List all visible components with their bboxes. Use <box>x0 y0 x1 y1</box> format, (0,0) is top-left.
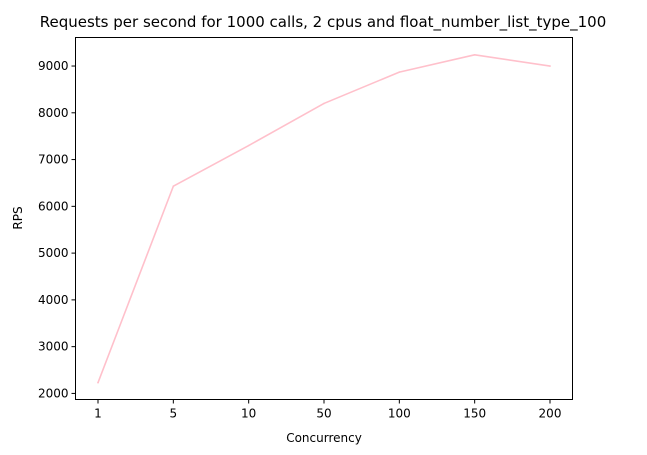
x-tick-label: 200 <box>539 407 562 421</box>
y-axis-label: RPS <box>11 206 25 229</box>
data-point <box>323 102 325 105</box>
x-tick-label: 150 <box>463 407 486 421</box>
data-point <box>97 381 99 384</box>
data-point <box>398 71 401 73</box>
y-tick-label: 2000 <box>38 386 69 400</box>
x-tick-label: 50 <box>316 407 331 421</box>
series-layer <box>97 54 551 384</box>
x-tick-label: 5 <box>170 407 178 421</box>
x-axis-label: Concurrency <box>286 431 362 445</box>
y-axis: 2000 3000 4000 5000 6000 7000 8000 9000 <box>38 59 76 400</box>
y-tick-label: 5000 <box>38 246 69 260</box>
y-tick-label: 8000 <box>38 106 69 120</box>
axes-frame <box>75 37 573 400</box>
data-point <box>549 65 551 67</box>
x-tick-label: 10 <box>241 407 256 421</box>
plot-area <box>75 37 573 400</box>
y-tick-label: 9000 <box>38 59 69 73</box>
data-point <box>247 144 250 147</box>
y-tick-label: 4000 <box>38 293 69 307</box>
y-tick-label: 6000 <box>38 199 69 213</box>
data-point <box>473 54 476 56</box>
x-tick-label: 100 <box>388 407 411 421</box>
y-tick-label: 3000 <box>38 340 69 354</box>
chart-title: Requests per second for 1000 calls, 2 cp… <box>40 13 607 32</box>
y-tick-label: 7000 <box>38 153 69 167</box>
data-point <box>172 185 175 188</box>
x-axis: 1 5 10 50 100 150 200 <box>94 399 562 421</box>
x-tick-label: 1 <box>94 407 102 421</box>
